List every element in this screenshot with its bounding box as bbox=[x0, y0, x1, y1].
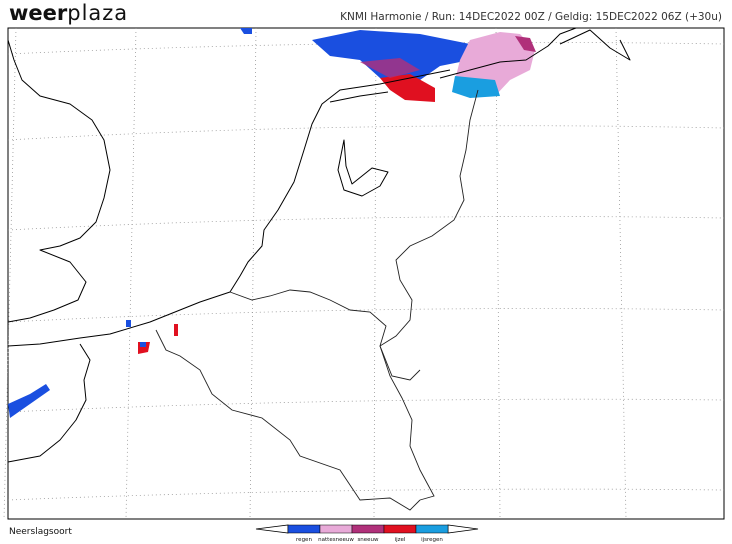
legend: regen nattesneeuw sneeuw ijzel ijsregen bbox=[255, 524, 479, 543]
legend-title: Neerslagsoort bbox=[9, 527, 72, 537]
precipitation bbox=[8, 28, 536, 418]
legend-arrow-left bbox=[255, 524, 289, 534]
logo-bold: weer bbox=[9, 1, 68, 25]
logo: weerplaza bbox=[9, 1, 128, 25]
run-info: KNMI Harmonie / Run: 14DEC2022 00Z / Gel… bbox=[340, 11, 722, 23]
coastlines bbox=[7, 27, 631, 463]
legend-label: ijzel bbox=[395, 537, 406, 543]
borders bbox=[155, 89, 479, 511]
legend-swatch bbox=[415, 524, 449, 534]
legend-swatch bbox=[383, 524, 417, 534]
graticule bbox=[3, 27, 725, 520]
map-frame bbox=[7, 27, 725, 520]
logo-light: plaza bbox=[67, 1, 128, 25]
legend-label: nattesneeuw bbox=[318, 537, 354, 543]
legend-label: ijsregen bbox=[421, 537, 443, 543]
legend-label: regen bbox=[296, 537, 312, 543]
legend-swatch bbox=[351, 524, 385, 534]
legend-swatch bbox=[287, 524, 321, 534]
legend-label: sneeuw bbox=[357, 537, 379, 543]
legend-swatch bbox=[319, 524, 353, 534]
legend-arrow-right bbox=[447, 524, 479, 534]
